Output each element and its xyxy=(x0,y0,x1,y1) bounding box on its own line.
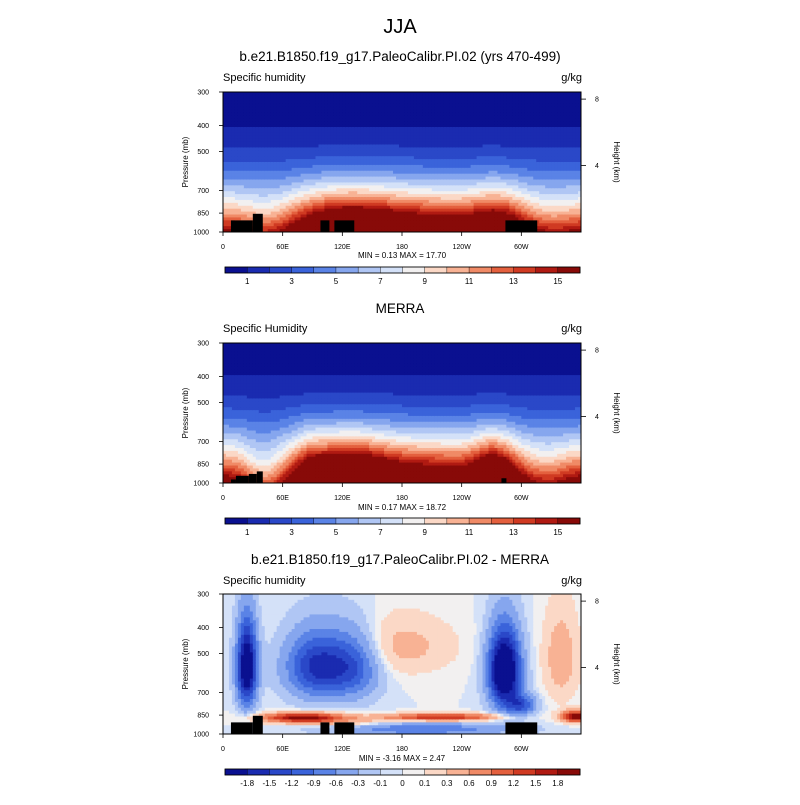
field-layer xyxy=(223,92,582,233)
y2-axis-label: Height (km) xyxy=(612,141,621,183)
y-axis-label: Pressure (mb) xyxy=(181,136,190,187)
panel-units-label: g/kg xyxy=(561,72,582,84)
panel-model: b.e21.B1850.f19_g17.PaleoCalibr.PI.02 (y… xyxy=(181,49,621,286)
page-title: JJA xyxy=(383,16,417,38)
panel-left-label: Specific humidity xyxy=(223,72,306,84)
panel-stats: MIN = 0.13 MAX = 17.70 xyxy=(358,251,447,260)
panel-title: b.e21.B1850.f19_g17.PaleoCalibr.PI.02 (y… xyxy=(239,49,560,64)
